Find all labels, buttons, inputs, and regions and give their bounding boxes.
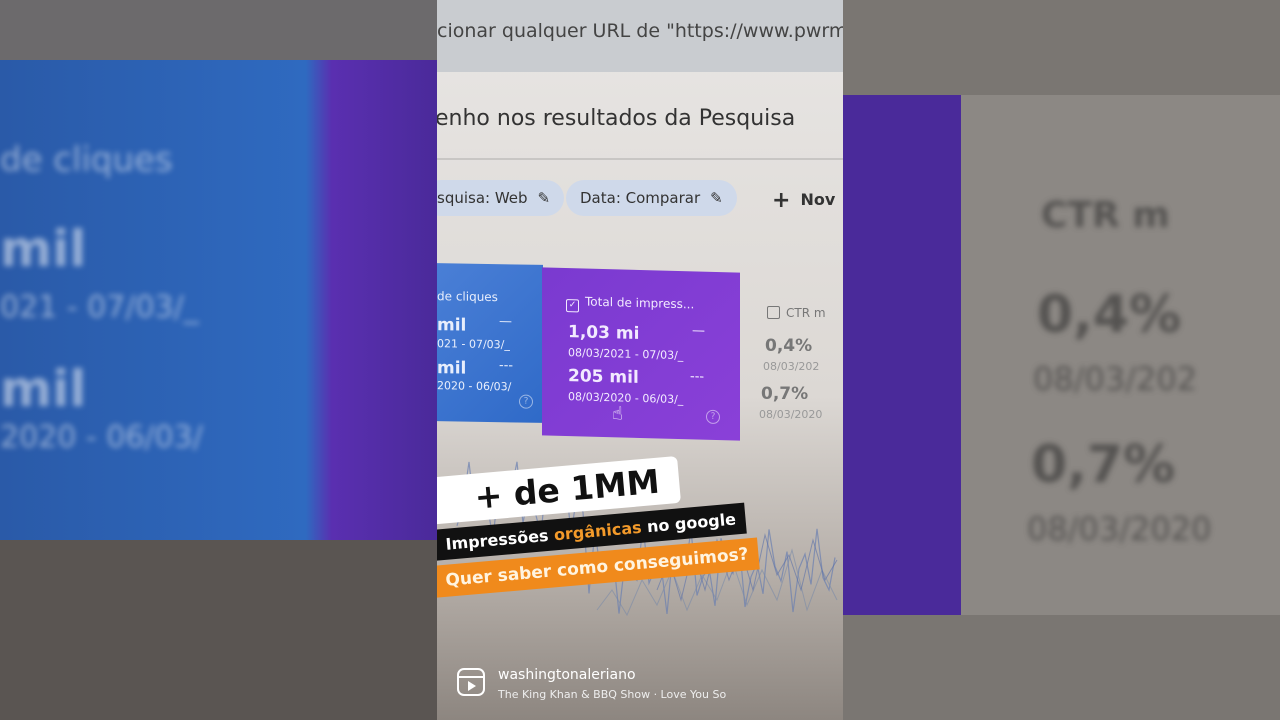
page-title: enho nos resultados da Pesquisa bbox=[437, 106, 796, 131]
impressions-current-value: 1,03 mi bbox=[568, 322, 640, 344]
hand-cursor-icon: ☝ bbox=[612, 403, 623, 425]
blurred-clicks-range: 021 - 07/03/_ bbox=[0, 290, 199, 325]
overlay-line1-highlight: orgânicas bbox=[553, 517, 643, 545]
chip-label: squisa: Web bbox=[437, 189, 528, 207]
blurred-ctr-card: CTR m 0,4% 08/03/202 0,7% 08/03/2020 bbox=[961, 95, 1280, 615]
blurred-background-left: de cliques mil 021 - 07/03/_ mil 2020 - … bbox=[0, 0, 437, 720]
new-filter-button[interactable]: + Nov bbox=[772, 188, 835, 213]
video-frame: cionar qualquer URL de "https://www.pwrm… bbox=[437, 0, 843, 720]
url-inspect-bar[interactable]: cionar qualquer URL de "https://www.pwrm… bbox=[437, 0, 843, 72]
impressions-label: ✓ Total de impress... bbox=[566, 294, 694, 315]
dashed-line-legend: --- bbox=[690, 369, 705, 385]
pencil-icon: ✎ bbox=[710, 189, 723, 207]
blurred-chart-area bbox=[0, 540, 437, 720]
new-filter-label: Nov bbox=[800, 190, 836, 209]
checkbox-checked-icon[interactable]: ✓ bbox=[566, 299, 579, 313]
blurred-ctr-value: 0,4% bbox=[1037, 285, 1182, 345]
checkbox-unchecked-icon[interactable] bbox=[767, 306, 780, 319]
chip-label: Data: Comparar bbox=[580, 189, 701, 207]
ctr-previous-value: 0,7% bbox=[761, 384, 809, 404]
filter-chip-date[interactable]: Data: Comparar ✎ bbox=[566, 180, 737, 216]
ctr-previous-range: 08/03/2020 bbox=[759, 408, 823, 421]
ctr-current-value: 0,4% bbox=[765, 336, 813, 356]
overlay-line1-pre: Impressões bbox=[444, 525, 555, 554]
reel-music[interactable]: The King Khan & BBQ Show · Love You So bbox=[498, 688, 727, 701]
blurred-impressions-card bbox=[843, 95, 961, 615]
clicks-previous-value: mil bbox=[437, 358, 467, 379]
chart-line-previous bbox=[596, 548, 838, 617]
blurred-clicks-label: de cliques bbox=[0, 140, 173, 180]
blurred-clicks-prev: mil bbox=[0, 360, 87, 418]
ctr-label-text: CTR m bbox=[786, 306, 826, 320]
blurred-ctr-range: 08/03/202 bbox=[1033, 360, 1198, 398]
plus-icon: + bbox=[772, 188, 791, 213]
blurred-clicks-prev-range: 2020 - 06/03/ bbox=[0, 420, 203, 455]
reel-username[interactable]: washingtonaleriano bbox=[498, 667, 636, 683]
clicks-current-value: mil bbox=[437, 315, 467, 336]
url-inspect-text: cionar qualquer URL de "https://www.pwrm… bbox=[437, 20, 843, 42]
blurred-ctr-prev: 0,7% bbox=[1031, 435, 1176, 495]
blurred-urlbar bbox=[0, 0, 437, 60]
clicks-label: de cliques bbox=[437, 289, 498, 305]
dashed-line-legend: --- bbox=[499, 358, 514, 374]
reels-icon[interactable] bbox=[457, 668, 485, 696]
ctr-label: CTR m bbox=[767, 306, 826, 320]
help-icon[interactable]: ? bbox=[706, 409, 720, 425]
metric-card-clicks[interactable]: de cliques mil — 021 - 07/03/_ mil --- 2… bbox=[437, 263, 543, 423]
help-icon[interactable]: ? bbox=[519, 394, 533, 409]
metric-card-impressions[interactable]: ✓ Total de impress... 1,03 mi — 08/03/202… bbox=[542, 267, 740, 441]
blurred-clicks-value: mil bbox=[0, 220, 87, 278]
pencil-icon: ✎ bbox=[537, 189, 551, 207]
solid-line-legend: — bbox=[499, 314, 512, 330]
filter-chip-search-type[interactable]: squisa: Web ✎ bbox=[437, 180, 565, 216]
blurred-ctr-label: CTR m bbox=[1041, 195, 1170, 236]
solid-line-legend: — bbox=[692, 323, 705, 339]
divider bbox=[437, 158, 843, 160]
clicks-current-range: 021 - 07/03/_ bbox=[437, 337, 510, 352]
blurred-background-right: CTR m 0,4% 08/03/202 0,7% 08/03/2020 bbox=[843, 0, 1280, 720]
blurred-ctr-prev-range: 08/03/2020 bbox=[1027, 510, 1212, 548]
overlay-line1-post: no google bbox=[640, 509, 737, 537]
metric-card-ctr[interactable]: CTR m 0,4% 08/03/202 0,7% 08/03/2020 bbox=[753, 290, 843, 430]
impressions-previous-range: 08/03/2020 - 06/03/_ bbox=[568, 390, 684, 407]
impressions-current-range: 08/03/2021 - 07/03/_ bbox=[568, 346, 684, 363]
ctr-current-range: 08/03/202 bbox=[763, 360, 820, 373]
impressions-previous-value: 205 mil bbox=[568, 366, 639, 388]
impressions-label-text: Total de impress... bbox=[585, 294, 695, 312]
clicks-previous-range: 2020 - 06/03/ bbox=[437, 379, 512, 394]
